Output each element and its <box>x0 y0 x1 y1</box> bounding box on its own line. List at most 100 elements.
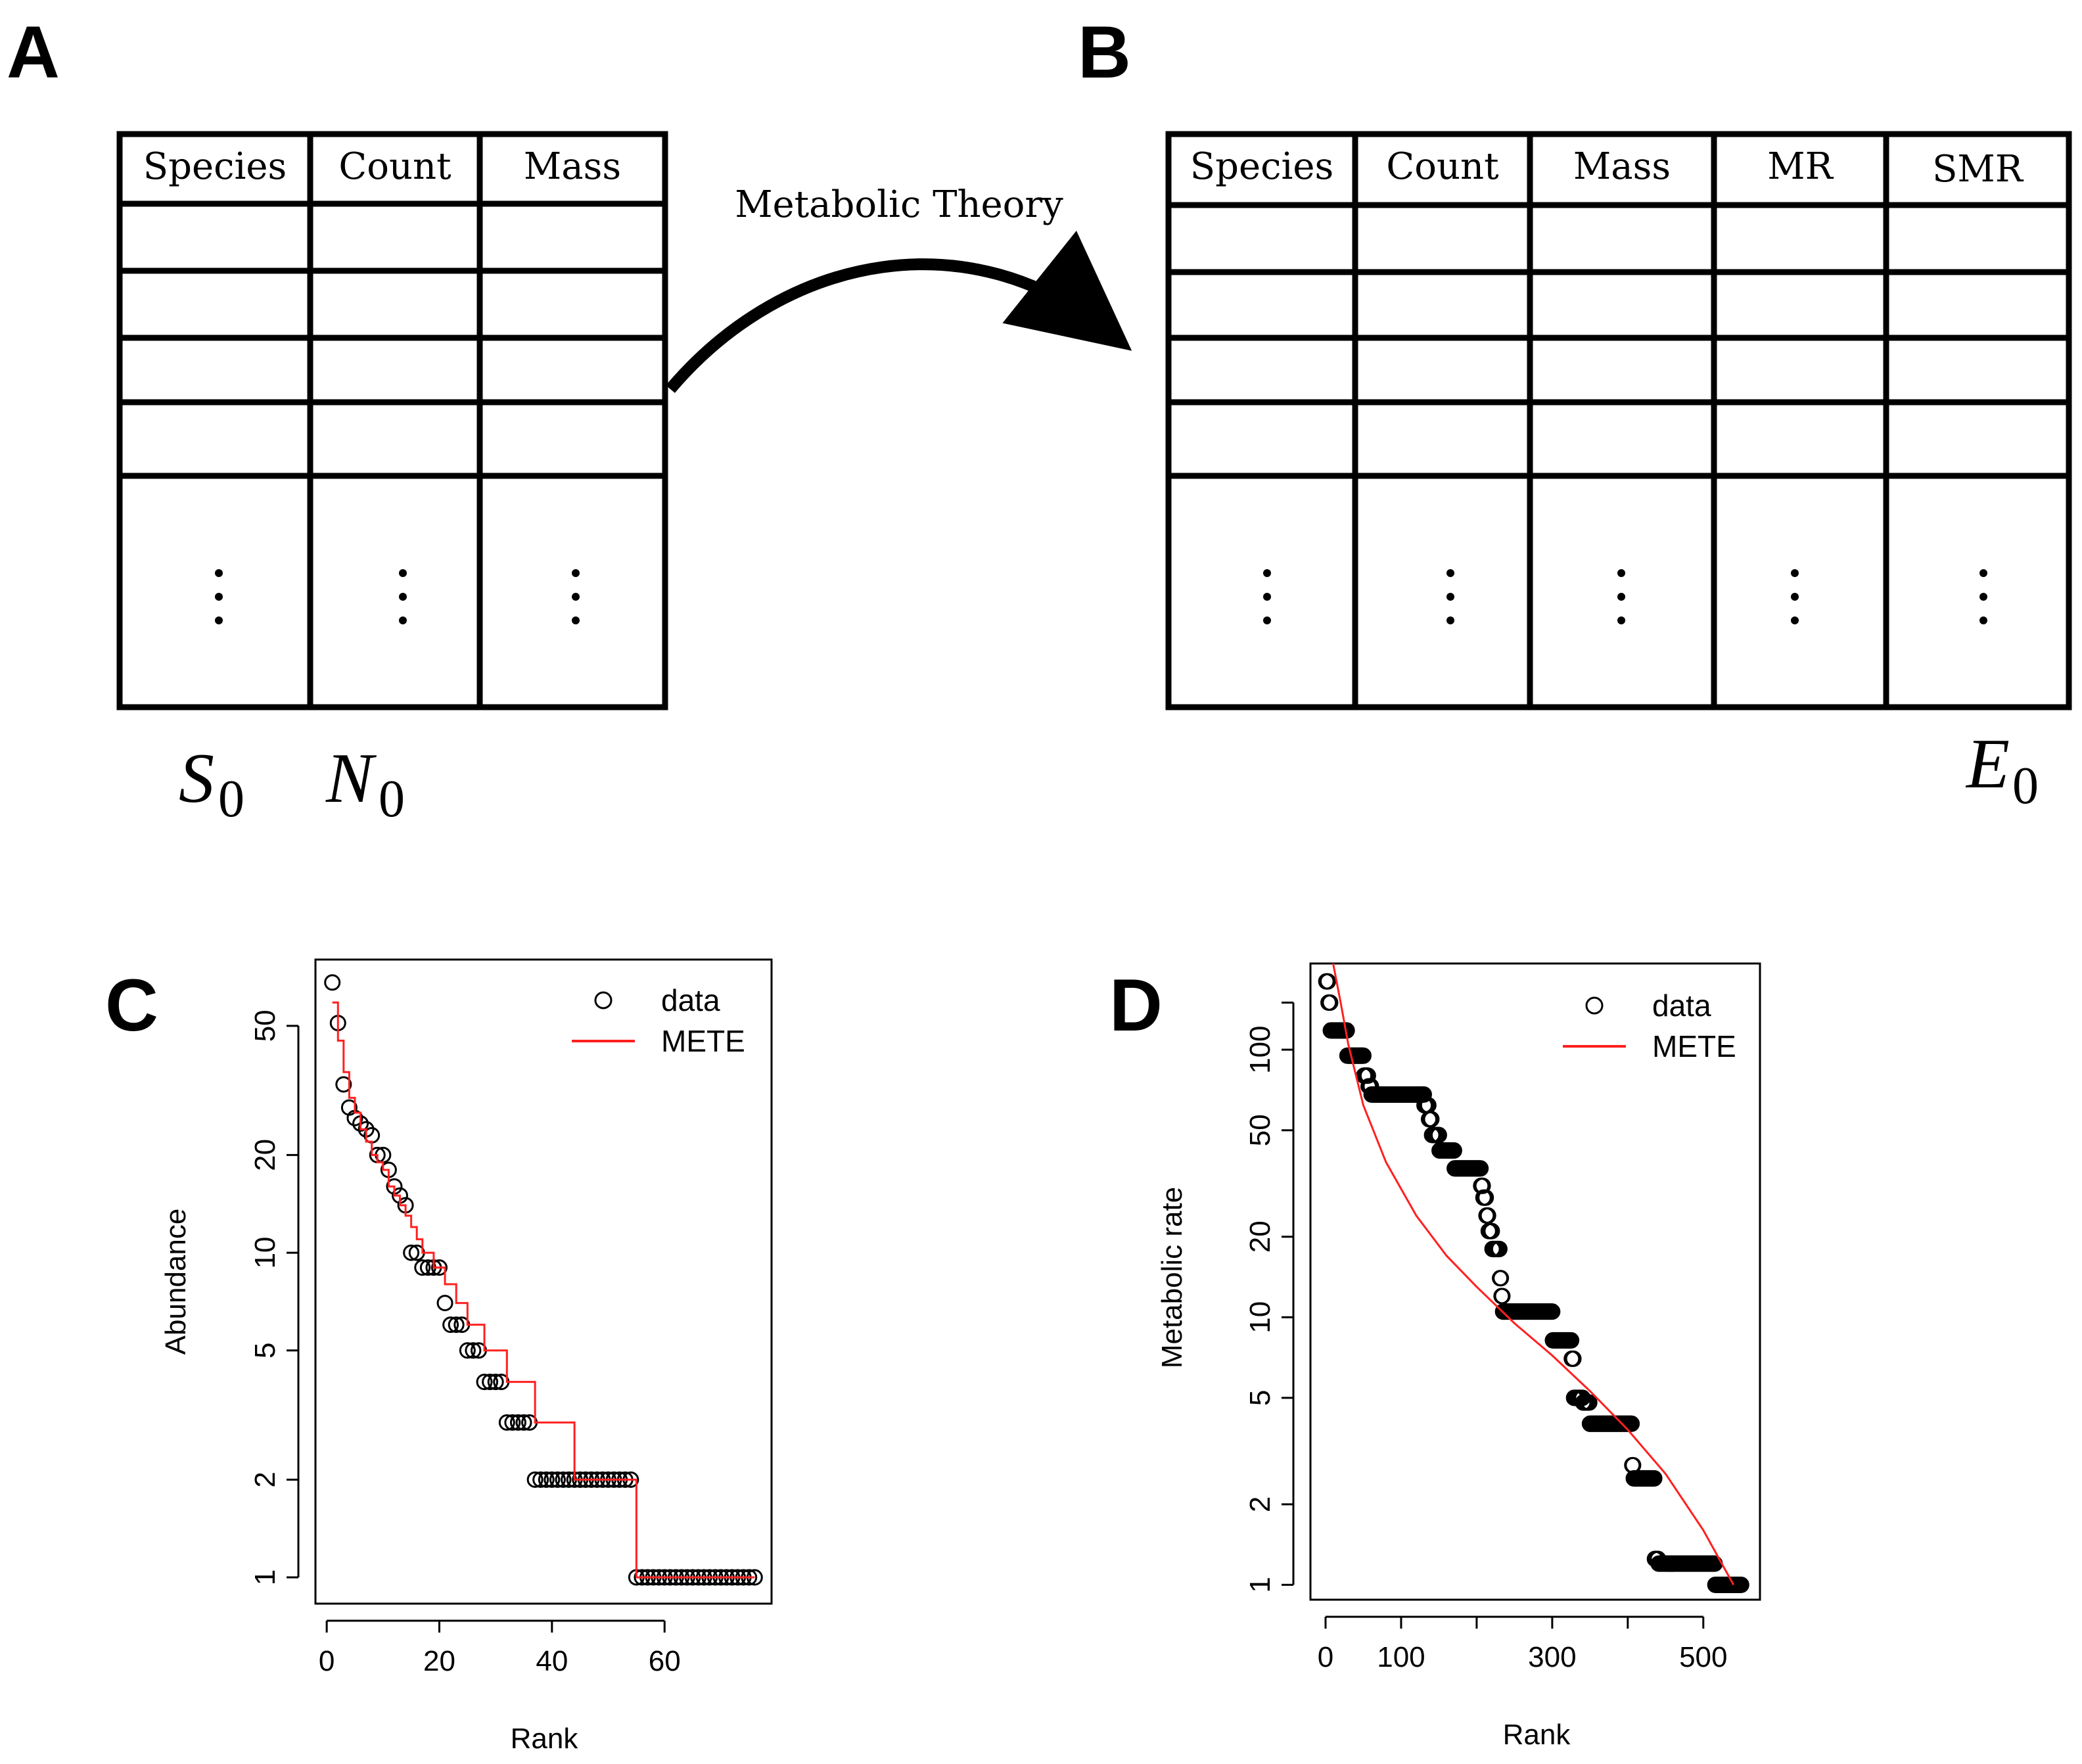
label-s0: S 0 <box>179 739 244 828</box>
label-e0-var: E <box>1965 725 2010 803</box>
table-b: Species Count Mass MR SMR <box>1165 131 2072 710</box>
chart-c-data-point <box>555 1471 572 1488</box>
chart-d-data-point <box>1544 1303 1561 1320</box>
chart-d-data-point <box>1494 1288 1511 1305</box>
chart-c-data-point <box>549 1471 566 1488</box>
chart-d-data-point <box>1445 1142 1462 1159</box>
chart-d-data-point <box>1565 1350 1582 1367</box>
chart-c-data-point <box>448 1316 465 1334</box>
table-a: Species Count Mass <box>116 131 668 710</box>
chart-c-y-tick-label: 50 <box>249 1010 281 1042</box>
chart-c-y-tick-label: 2 <box>249 1472 281 1487</box>
chart-c-y-tick-label: 10 <box>249 1237 281 1269</box>
chart-d-legend-mete: METE <box>1652 1029 1736 1063</box>
table-b-header-mr: MR <box>1767 145 1834 188</box>
table-b-header-species: Species <box>1190 145 1334 188</box>
chart-c-data-point <box>509 1414 526 1431</box>
table-a-header-species: Species <box>143 145 287 188</box>
table-a-header-count: Count <box>338 145 451 188</box>
chart-d-y-tick-label: 100 <box>1244 1025 1276 1073</box>
panel-label-b: B <box>1078 11 1131 93</box>
chart-d-mete-line <box>1332 963 1735 1586</box>
chart-c-x-tick-label: 20 <box>423 1645 455 1677</box>
chart-c-data-point <box>482 1374 499 1391</box>
table-b-header-count: Count <box>1386 145 1499 188</box>
chart-c-data-point <box>487 1374 504 1391</box>
chart-c-data-point <box>414 1259 431 1276</box>
chart-d-data-point <box>1646 1470 1663 1487</box>
chart-c-legend: data METE <box>572 983 745 1058</box>
chart-c-data-point <box>324 974 341 991</box>
chart-c-data-point <box>515 1414 532 1431</box>
chart-d-data-point <box>1354 1047 1372 1064</box>
chart-c-data-point <box>436 1295 453 1312</box>
panel-label-d: D <box>1109 964 1163 1046</box>
chart-d-y-tick-label: 2 <box>1244 1497 1276 1512</box>
chart-c-y-tick-label: 5 <box>249 1343 281 1358</box>
chart-c-legend-data-marker <box>594 991 613 1010</box>
chart-d-x-tick-label: 300 <box>1528 1641 1576 1673</box>
label-n0-sub: 0 <box>379 770 405 828</box>
chart-d-data-point <box>1415 1086 1432 1103</box>
chart-d-data-point <box>1474 1177 1491 1194</box>
chart-d-data-point <box>1732 1576 1749 1593</box>
table-b-header-smr: SMR <box>1932 148 2024 191</box>
table-a-header-mass: Mass <box>524 145 621 188</box>
chart-c-legend-data: data <box>661 983 720 1017</box>
label-s0-var: S <box>179 739 214 818</box>
chart-d-x-tick-label: 100 <box>1377 1641 1425 1673</box>
chart-c-data-point <box>465 1342 482 1359</box>
chart-d-data-point <box>1492 1270 1510 1287</box>
chart-c-xlabel: Rank <box>511 1723 579 1755</box>
table-b-ellipsis-dots <box>1263 569 1987 624</box>
chart-c-data-point <box>442 1316 459 1334</box>
panel-label-a: A <box>7 11 60 93</box>
chart-d: 0 100 300 500 1 2 5 10 20 50 100 Rank Metabolic ra… <box>1156 962 1761 1751</box>
chart-c-x-tick-label: 60 <box>649 1645 681 1677</box>
table-a-ellipsis-dots <box>215 569 580 624</box>
chart-c-data-point <box>335 1076 352 1093</box>
chart-c-mete-line <box>332 1001 755 1579</box>
chart-d-data-point <box>1623 1415 1640 1432</box>
chart-c-data-point <box>498 1414 515 1431</box>
chart-c-ylabel: Abundance <box>160 1209 192 1355</box>
chart-d-data-point <box>1563 1332 1580 1349</box>
chart-c-data-point <box>430 1259 448 1276</box>
chart-c-x-tick-label: 40 <box>536 1645 568 1677</box>
chart-d-legend: data METE <box>1563 988 1736 1063</box>
chart-d-xlabel: Rank <box>1503 1719 1571 1751</box>
arrow-label: Metabolic Theory <box>735 183 1063 226</box>
chart-d-data-point <box>1359 1067 1376 1084</box>
chart-c-y-tick-label: 20 <box>249 1139 281 1171</box>
chart-c-data-point <box>504 1414 521 1431</box>
chart-c-data-point <box>538 1471 555 1488</box>
chart-d-data-point <box>1472 1160 1489 1177</box>
chart-c-plot-frame <box>314 958 773 1605</box>
panel-label-c: C <box>105 964 158 1046</box>
chart-c-data-point <box>403 1244 420 1261</box>
chart-d-data-point <box>1477 1189 1494 1206</box>
label-s0-sub: 0 <box>218 770 244 828</box>
chart-d-ylabel: Metabolic rate <box>1156 1187 1188 1368</box>
metabolic-theory-arrow <box>666 231 1132 393</box>
chart-d-y-tick-label: 5 <box>1244 1390 1276 1406</box>
chart-d-y-tick-label: 20 <box>1244 1220 1276 1253</box>
chart-d-legend-data-marker <box>1585 996 1604 1015</box>
chart-d-x-tick-label: 500 <box>1679 1641 1727 1673</box>
label-n0: N 0 <box>325 739 405 828</box>
chart-c-data-point <box>459 1342 476 1359</box>
chart-d-data-point <box>1581 1394 1598 1411</box>
chart-d-y-tick-label: 1 <box>1244 1577 1276 1592</box>
chart-c-data-point <box>476 1374 493 1391</box>
chart-d-x-tick-label: 0 <box>1318 1641 1333 1673</box>
chart-d-y-tick-label: 10 <box>1244 1301 1276 1334</box>
chart-d-data-point <box>1491 1240 1508 1257</box>
chart-d-plot-frame <box>1309 962 1761 1601</box>
chart-d-legend-data: data <box>1652 988 1711 1023</box>
label-n0-var: N <box>325 739 377 818</box>
chart-d-data-point <box>1483 1222 1500 1240</box>
chart-c-data-point <box>526 1471 544 1488</box>
chart-d-data-point <box>1322 994 1339 1011</box>
chart-d-data-point <box>1319 973 1336 990</box>
